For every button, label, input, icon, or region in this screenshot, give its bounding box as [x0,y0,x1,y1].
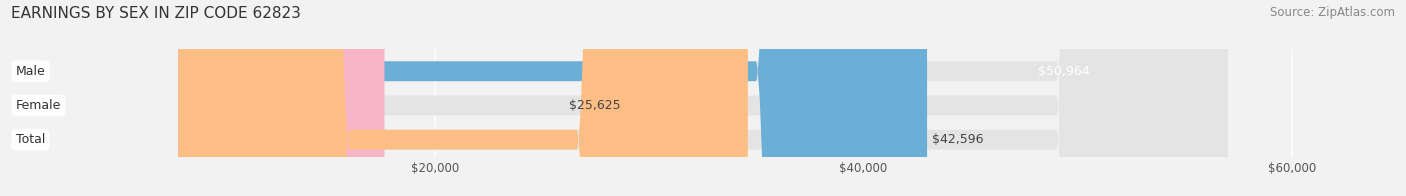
Text: Male: Male [15,65,45,78]
FancyBboxPatch shape [179,0,748,196]
FancyBboxPatch shape [179,0,1227,196]
FancyBboxPatch shape [179,0,1227,196]
Text: $50,964: $50,964 [1038,65,1090,78]
FancyBboxPatch shape [179,0,1227,196]
Text: Female: Female [15,99,60,112]
Text: Source: ZipAtlas.com: Source: ZipAtlas.com [1270,6,1395,19]
Text: Total: Total [15,133,45,146]
Text: EARNINGS BY SEX IN ZIP CODE 62823: EARNINGS BY SEX IN ZIP CODE 62823 [11,6,301,21]
FancyBboxPatch shape [179,0,927,196]
Text: $25,625: $25,625 [568,99,620,112]
Text: $42,596: $42,596 [932,133,984,146]
FancyBboxPatch shape [179,0,384,196]
